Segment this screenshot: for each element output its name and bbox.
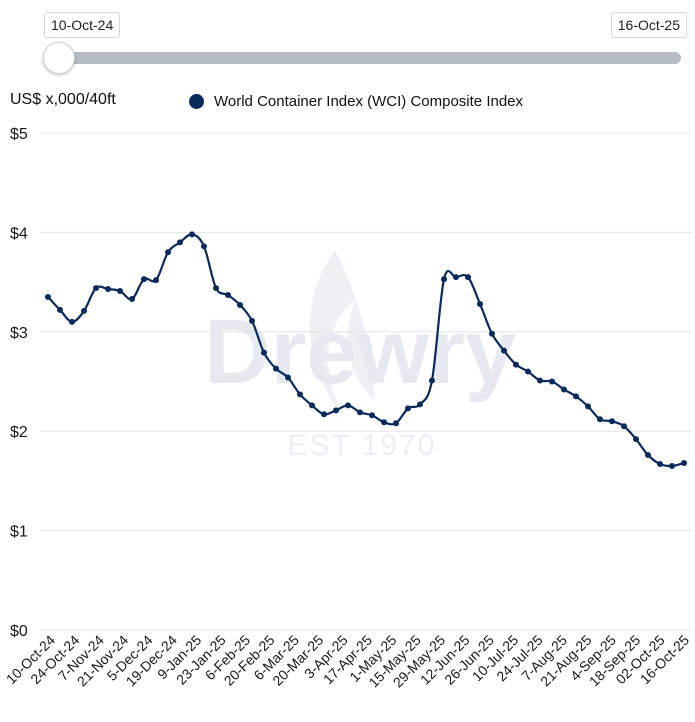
y-tick-label: $0 [10,623,28,640]
date-range-slider-handle[interactable] [43,42,75,74]
data-point [249,317,255,324]
data-point [153,277,159,284]
data-point [453,274,459,281]
data-point [261,349,267,356]
y-tick-label: $2 [10,424,28,441]
date-range-slider-track[interactable] [60,52,681,64]
data-point [525,368,531,375]
data-point [141,276,147,283]
data-point [81,307,87,314]
data-point [105,286,111,293]
data-point [93,285,99,292]
data-point [129,295,135,302]
data-point [549,378,555,385]
data-point [537,377,543,384]
data-point [645,452,651,459]
data-point [369,412,375,419]
data-point [621,423,627,430]
series-group [45,231,687,469]
legend-label: World Container Index (WCI) Composite In… [214,93,524,110]
data-point [573,393,579,400]
data-point [201,243,207,250]
y-tick-label: $3 [10,325,28,342]
data-point [225,292,231,299]
data-point [189,231,195,238]
data-point [237,301,243,308]
gridlines [40,132,692,631]
y-tick-label: $4 [10,225,28,242]
y-tick-label: $5 [10,126,28,143]
data-point [117,288,123,295]
data-point [585,403,591,410]
data-point [489,330,495,337]
y-axis-tick-labels: $0 $1 $2 $3 $4 $5 [10,126,28,640]
data-point [273,365,279,372]
data-point [417,401,423,408]
data-point [45,294,51,301]
data-point [381,419,387,426]
data-point [465,274,471,281]
data-point [333,407,339,414]
data-point [285,374,291,381]
data-point [297,391,303,398]
data-point [681,460,687,467]
data-point [597,416,603,423]
data-point [429,377,435,384]
watermark-brand: Drewry [204,301,516,403]
data-point [57,306,63,313]
data-point [213,285,219,292]
data-point [393,420,399,427]
drewry-watermark: Drewry EST 1970 [204,250,516,462]
data-point [669,462,675,469]
data-point [405,405,411,412]
range-end-label: 16-Oct-25 [610,12,687,38]
data-point [657,461,663,468]
data-point [309,402,315,409]
data-point [609,418,615,425]
data-point [345,402,351,409]
data-point [357,409,363,416]
range-start-label: 10-Oct-24 [44,12,121,38]
flame-icon [309,250,375,420]
legend[interactable]: World Container Index (WCI) Composite In… [189,93,523,110]
watermark-tagline: EST 1970 [288,429,437,462]
data-point [633,436,639,443]
data-point [513,361,519,368]
data-point [321,411,327,418]
y-tick-label: $1 [10,524,28,541]
data-point [561,386,567,393]
y-axis-unit-label: US$ x,000/40ft [10,91,116,108]
data-point [165,249,171,256]
data-point [477,300,483,307]
legend-marker [189,94,204,109]
x-axis-tick-labels: 10-Oct-2424-Oct-247-Nov-2421-Nov-245-Dec… [3,632,692,691]
data-point [501,347,507,354]
data-point [441,276,447,283]
data-point [177,239,183,246]
data-point [69,318,75,325]
